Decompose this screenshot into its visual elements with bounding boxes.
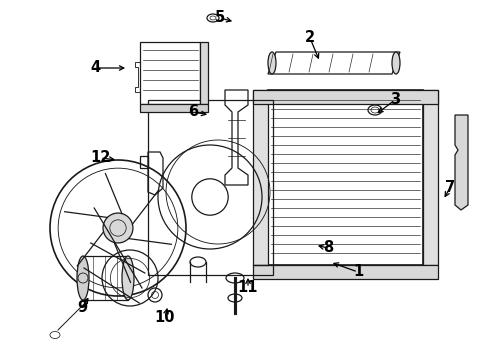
Bar xyxy=(140,42,200,104)
Text: 9: 9 xyxy=(77,301,87,315)
Ellipse shape xyxy=(122,256,134,300)
Text: 10: 10 xyxy=(155,310,175,325)
Text: 8: 8 xyxy=(323,240,333,256)
Bar xyxy=(200,42,208,104)
Text: 2: 2 xyxy=(305,31,315,45)
Text: 11: 11 xyxy=(238,280,258,296)
Circle shape xyxy=(103,213,133,243)
Bar xyxy=(253,90,438,104)
Ellipse shape xyxy=(77,256,89,300)
Bar xyxy=(148,100,273,275)
Bar xyxy=(83,256,128,300)
Polygon shape xyxy=(455,115,468,210)
Text: 3: 3 xyxy=(390,93,400,108)
Text: 12: 12 xyxy=(90,150,110,166)
Text: 6: 6 xyxy=(188,104,198,120)
Bar xyxy=(423,90,438,265)
Bar xyxy=(253,265,438,279)
Text: 5: 5 xyxy=(215,10,225,26)
Text: 1: 1 xyxy=(353,265,363,279)
Bar xyxy=(140,156,148,168)
Bar xyxy=(253,90,268,265)
Bar xyxy=(268,90,423,265)
Ellipse shape xyxy=(392,52,400,74)
Text: 7: 7 xyxy=(445,180,455,195)
Ellipse shape xyxy=(268,52,276,74)
Text: 4: 4 xyxy=(90,60,100,76)
Bar xyxy=(140,104,208,112)
